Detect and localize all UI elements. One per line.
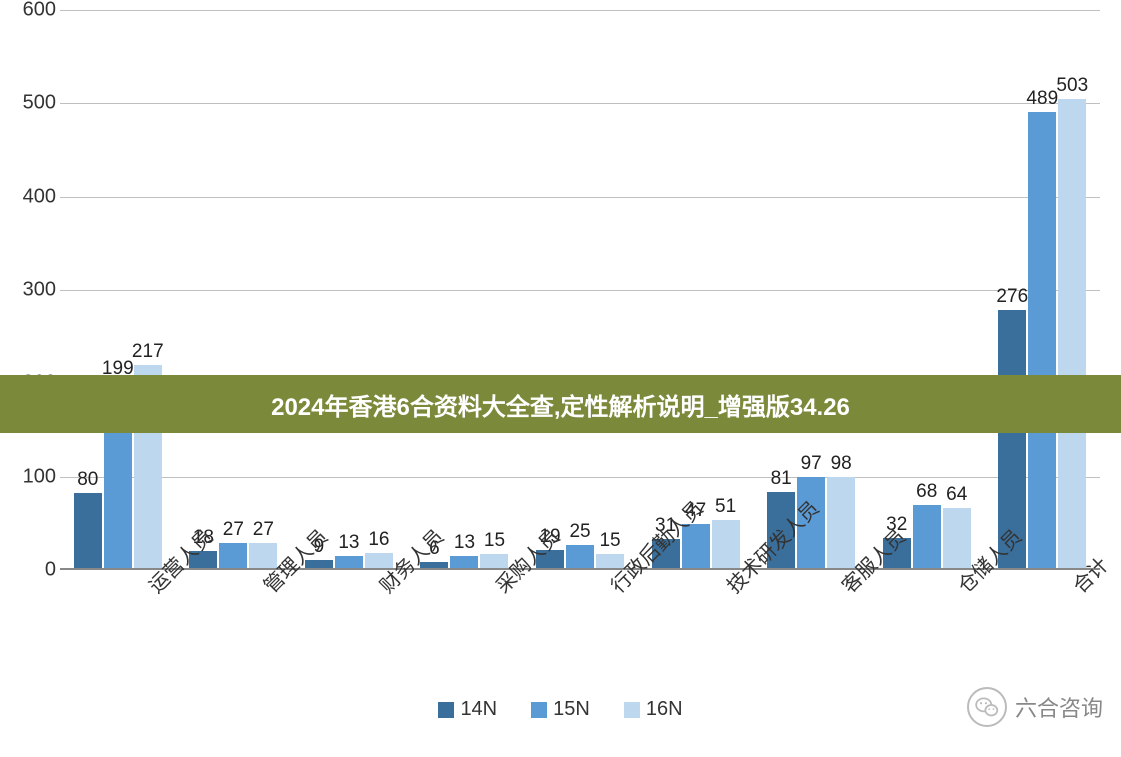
bar-value-label: 217	[132, 341, 164, 363]
bar-value-label: 276	[996, 286, 1028, 308]
bar-group: 91316	[291, 10, 407, 568]
bar: 13	[450, 556, 478, 568]
x-label-cell: 行政后勤人员	[522, 578, 638, 688]
bar-group: 182727	[176, 10, 292, 568]
bar-value-label: 15	[484, 530, 505, 552]
chart-container: 8019921718272791316613151925153147518197…	[0, 0, 1121, 757]
wechat-icon	[967, 687, 1007, 727]
bar: 13	[335, 556, 363, 568]
x-label-cell: 运营人员	[60, 578, 176, 688]
bar: 489	[1028, 112, 1056, 568]
legend-label: 14N	[460, 698, 497, 721]
bar: 27	[219, 543, 247, 568]
bar-value-label: 68	[916, 481, 937, 503]
bar-group: 192515	[522, 10, 638, 568]
y-tick-label: 400	[6, 185, 56, 208]
bar-value-label: 97	[801, 453, 822, 475]
bar-value-label: 489	[1026, 88, 1058, 110]
bar-value-label: 25	[569, 521, 590, 543]
bar-value-label: 80	[77, 469, 98, 491]
legend-item: 16N	[624, 698, 683, 721]
bar-value-label: 98	[831, 453, 852, 475]
bar-group: 314751	[638, 10, 754, 568]
x-label-cell: 技术研发人员	[638, 578, 754, 688]
y-tick-label: 600	[6, 0, 56, 22]
bar: 64	[943, 508, 971, 568]
plot-area: 8019921718272791316613151925153147518197…	[60, 10, 1100, 570]
bar-value-label: 16	[368, 529, 389, 551]
legend-item: 14N	[438, 698, 497, 721]
y-tick-label: 100	[6, 465, 56, 488]
bars-row: 8019921718272791316613151925153147518197…	[60, 10, 1100, 568]
bar-group: 80199217	[60, 10, 176, 568]
watermark-text: 六合咨询	[1015, 691, 1103, 723]
x-label-cell: 合计	[985, 578, 1101, 688]
x-label-cell: 仓储人员	[869, 578, 985, 688]
legend-swatch	[624, 702, 640, 718]
bar-value-label: 27	[223, 519, 244, 541]
legend-swatch	[438, 702, 454, 718]
x-label-cell: 管理人员	[176, 578, 292, 688]
bar-value-label: 13	[454, 532, 475, 554]
y-tick-label: 0	[6, 559, 56, 582]
bar-value-label: 503	[1056, 75, 1088, 97]
y-tick-label: 500	[6, 92, 56, 115]
bar-value-label: 13	[338, 532, 359, 554]
x-axis-labels: 运营人员管理人员财务人员采购人员行政后勤人员技术研发人员客服人员仓储人员合计	[60, 578, 1100, 688]
bar-value-label: 51	[715, 496, 736, 518]
overlay-banner: 2024年香港6合资料大全查,定性解析说明_增强版34.26	[0, 375, 1121, 433]
bar-value-label: 81	[771, 468, 792, 490]
overlay-text: 2024年香港6合资料大全查,定性解析说明_增强版34.26	[271, 387, 850, 422]
bar-group: 61315	[407, 10, 523, 568]
x-label-cell: 客服人员	[753, 578, 869, 688]
bar: 80	[74, 493, 102, 568]
bar: 68	[913, 505, 941, 568]
bar-group: 326864	[869, 10, 985, 568]
bar: 503	[1058, 99, 1086, 568]
legend-item: 15N	[531, 698, 590, 721]
bar: 25	[566, 545, 594, 568]
legend-swatch	[531, 702, 547, 718]
bar-value-label: 15	[599, 530, 620, 552]
bar-value-label: 27	[253, 519, 274, 541]
bar-value-label: 64	[946, 484, 967, 506]
x-label-cell: 采购人员	[407, 578, 523, 688]
watermark: 六合咨询	[967, 687, 1103, 727]
x-label-cell: 财务人员	[291, 578, 407, 688]
bar-group: 276489503	[985, 10, 1101, 568]
bar-group: 819798	[753, 10, 869, 568]
bar: 98	[827, 477, 855, 568]
legend: 14N 15N 16N	[0, 698, 1121, 721]
legend-label: 15N	[553, 698, 590, 721]
legend-label: 16N	[646, 698, 683, 721]
y-tick-label: 300	[6, 279, 56, 302]
